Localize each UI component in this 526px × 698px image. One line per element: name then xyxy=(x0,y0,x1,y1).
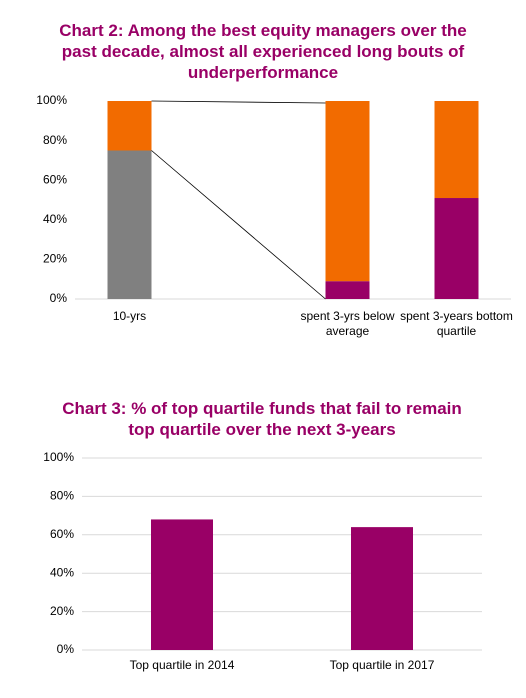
connector-line xyxy=(151,100,326,104)
x-tick-label: spent 3-yrs below average xyxy=(300,309,395,338)
y-tick-label: 60% xyxy=(43,172,67,186)
y-tick-label: 40% xyxy=(43,212,67,226)
y-tick-label: 20% xyxy=(50,604,74,618)
bar xyxy=(325,281,370,299)
y-tick-label: 80% xyxy=(43,133,67,147)
x-tick-label: spent 3-years bottom quartile xyxy=(400,309,513,338)
chart-title: Chart 3: % of top quartile funds that fa… xyxy=(62,399,462,439)
y-tick-label: 0% xyxy=(57,642,75,656)
x-tick-label: 10-yrs xyxy=(112,309,147,323)
y-tick-label: 80% xyxy=(50,489,74,503)
y-tick-label: 60% xyxy=(50,527,74,541)
bar xyxy=(325,101,370,282)
bar xyxy=(107,150,152,299)
bar xyxy=(351,527,413,650)
x-tick-label: Top quartile in 2014 xyxy=(129,658,235,672)
y-tick-label: 20% xyxy=(43,252,67,266)
y-tick-label: 0% xyxy=(50,291,68,305)
y-tick-label: 100% xyxy=(43,450,74,464)
connector-line xyxy=(151,150,326,300)
bar xyxy=(107,101,152,151)
y-tick-label: 40% xyxy=(50,565,74,579)
chart-title: Chart 2: Among the best equity managers … xyxy=(59,21,467,82)
x-tick-label: Top quartile in 2017 xyxy=(329,658,435,672)
bar xyxy=(434,101,479,199)
bar xyxy=(151,519,213,650)
y-tick-label: 100% xyxy=(36,93,67,107)
bar xyxy=(434,198,479,299)
